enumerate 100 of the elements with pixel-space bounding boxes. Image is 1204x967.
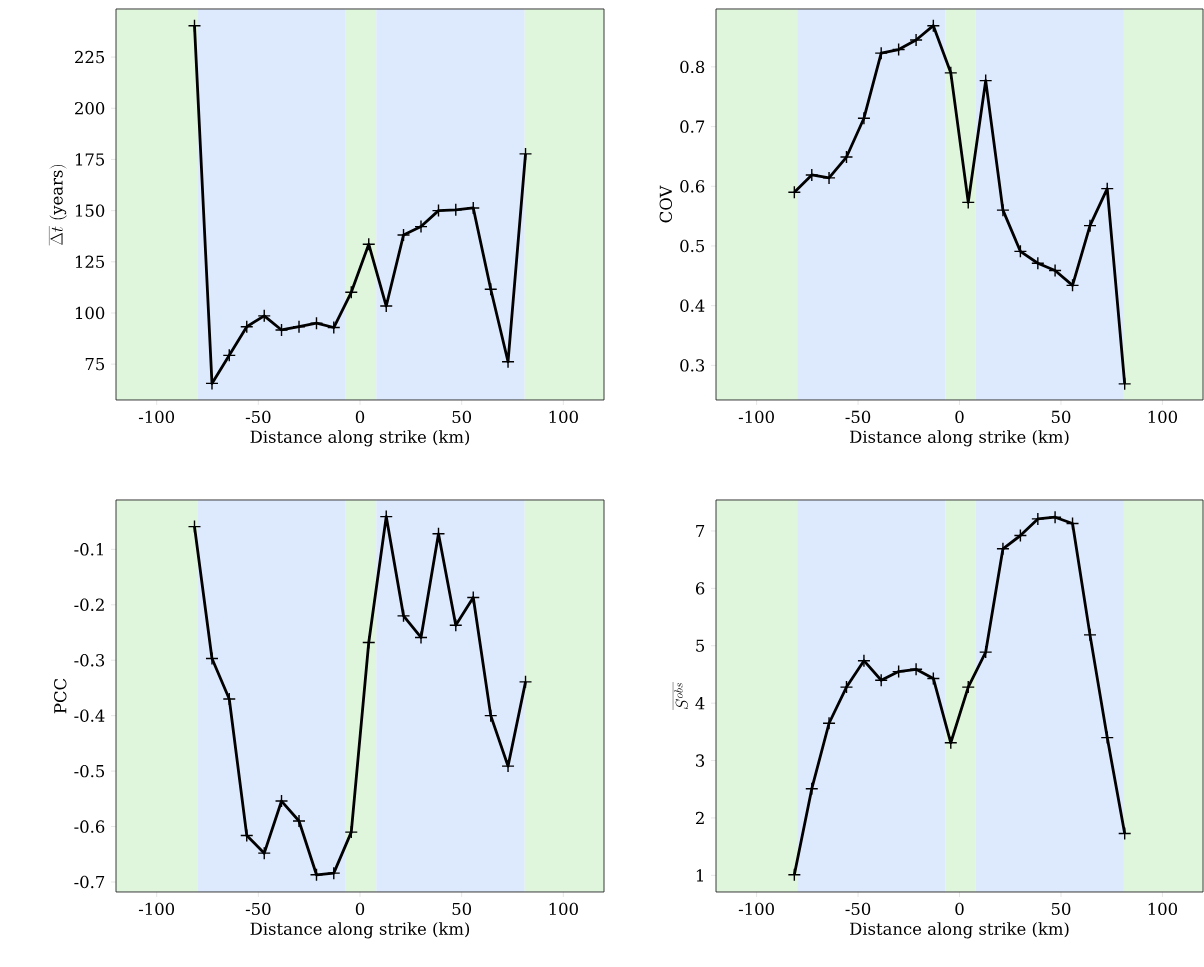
y-tick-label: -0.3 — [74, 654, 105, 667]
point — [1031, 512, 1045, 526]
point — [257, 309, 271, 323]
y-tick-label: 0.6 — [680, 180, 705, 193]
y-tick-label: -0.6 — [74, 820, 105, 833]
y-tick-label: -0.7 — [74, 875, 105, 889]
point — [944, 736, 958, 750]
y-tick-label: 3 — [696, 754, 705, 767]
y-tick-label: 0.4 — [680, 299, 705, 312]
y-tick-label: 150 — [75, 204, 105, 217]
y-axis-title: COV — [659, 185, 673, 223]
point — [309, 868, 324, 882]
point — [1117, 377, 1132, 391]
point — [857, 653, 871, 668]
x-tick-label: 0 — [355, 902, 365, 916]
point — [362, 635, 376, 650]
point — [484, 282, 498, 296]
point — [187, 519, 202, 534]
point — [222, 348, 236, 363]
point — [787, 185, 802, 199]
y-tick-label: 200 — [75, 102, 105, 115]
y-tick-label: 2 — [695, 811, 704, 825]
point — [961, 680, 975, 694]
point — [240, 828, 254, 843]
point — [240, 319, 254, 334]
x-tick-label: -100 — [738, 902, 774, 916]
point — [518, 147, 533, 161]
point — [909, 662, 923, 676]
point — [187, 19, 202, 33]
point — [839, 680, 854, 694]
point — [1048, 510, 1062, 524]
y-tick-label: -0.2 — [74, 598, 104, 611]
x-tick-label: -100 — [138, 410, 175, 424]
point — [379, 299, 393, 313]
point — [484, 708, 498, 723]
y-axis-title: PCC — [54, 678, 67, 714]
y-tick-label: 1 — [696, 869, 703, 882]
point — [501, 759, 515, 773]
x-tick-label: 100 — [549, 410, 578, 424]
point — [1031, 256, 1045, 270]
x-axis-title: Distance along strike (km) — [850, 922, 1069, 939]
point — [839, 150, 854, 164]
x-tick-label: 100 — [1148, 410, 1178, 424]
y-axis-title: $\overline{\Delta t}\ \mathrm{(years)}$ — [49, 165, 67, 246]
point — [414, 219, 428, 234]
point — [1083, 218, 1097, 233]
point — [292, 814, 306, 828]
point — [805, 168, 819, 182]
y-tick-label: 225 — [75, 50, 105, 64]
x-axis-title: Distance along strike (km) — [850, 430, 1069, 447]
point — [257, 846, 271, 860]
y-tick-label: 175 — [75, 153, 105, 166]
y-tick-label: 7 — [696, 524, 705, 537]
point — [1065, 516, 1080, 531]
point — [926, 18, 941, 33]
point — [344, 285, 358, 299]
y-tick-label: 100 — [75, 306, 105, 320]
x-tick-label: 100 — [1148, 902, 1178, 916]
point — [1117, 826, 1132, 841]
x-tick-label: -50 — [845, 902, 871, 916]
point — [787, 868, 802, 882]
y-tick-label: 0.5 — [680, 239, 705, 253]
point — [909, 33, 923, 47]
y-tick-label: 4 — [695, 697, 705, 710]
point — [449, 618, 463, 632]
point — [518, 675, 533, 689]
point — [431, 203, 446, 218]
point — [344, 825, 358, 839]
x-tick-label: -100 — [738, 410, 774, 424]
point — [874, 673, 888, 687]
point — [274, 794, 289, 808]
point — [274, 323, 289, 337]
x-tick-label: 50 — [1051, 410, 1071, 424]
point — [362, 237, 376, 251]
y-tick-label: -0.5 — [74, 764, 105, 778]
point — [857, 111, 871, 125]
y-tick-label: 5 — [696, 639, 705, 652]
y-tick-label: -0.1 — [74, 543, 103, 556]
point — [978, 645, 993, 659]
x-axis-title: Distance along strike (km) — [250, 922, 470, 939]
point — [891, 664, 906, 679]
y-axis-title: $\overline{S^{obs}}$ — [673, 681, 689, 710]
point — [222, 692, 236, 706]
x-tick-label: -50 — [245, 410, 271, 424]
y-tick-label: -0.4 — [74, 709, 105, 722]
point — [205, 651, 219, 666]
y-tick-label: 0.8 — [680, 60, 705, 74]
point — [996, 542, 1010, 556]
x-tick-label: 50 — [452, 410, 472, 424]
y-tick-label: 75 — [85, 358, 105, 371]
point — [822, 171, 836, 185]
x-tick-label: 100 — [549, 902, 578, 916]
point — [1048, 263, 1062, 278]
point — [1013, 244, 1028, 259]
y-tick-label: 6 — [695, 582, 705, 595]
point — [822, 716, 836, 730]
x-tick-label: -100 — [138, 902, 175, 916]
point — [327, 320, 341, 335]
x-tick-label: 50 — [452, 902, 472, 916]
point — [396, 609, 411, 623]
